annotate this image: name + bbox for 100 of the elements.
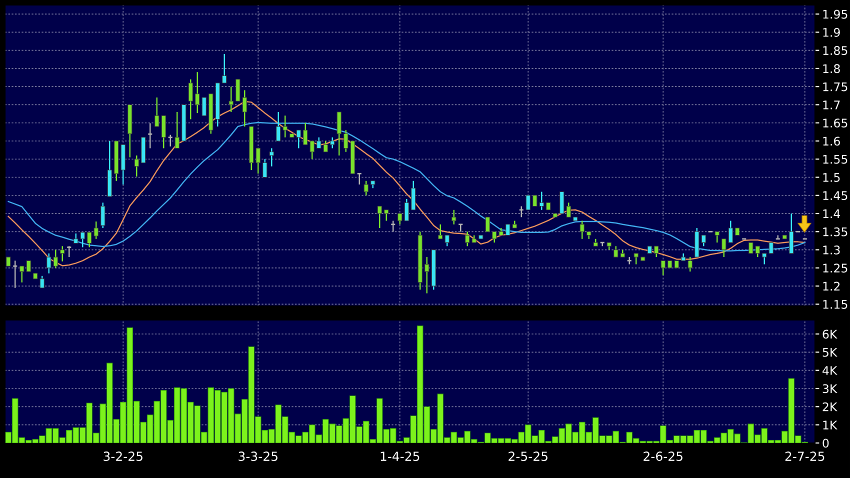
candlestick — [134, 154, 139, 178]
y-tick-label: 6K — [822, 330, 838, 339]
candlestick — [269, 148, 274, 168]
candlestick — [465, 231, 470, 247]
candlestick — [222, 53, 227, 84]
candlestick — [722, 238, 726, 258]
candlestick — [262, 158, 268, 178]
candlestick — [330, 136, 335, 149]
candlestick — [518, 206, 524, 218]
candlestick — [526, 194, 530, 211]
candlestick — [714, 231, 720, 244]
candlestick — [580, 220, 584, 240]
x-tick-label: 1-4-25 — [380, 452, 420, 462]
candlestick — [688, 256, 692, 272]
y-tick-label: 1.55 — [823, 155, 848, 164]
candlestick — [256, 148, 260, 174]
candlestick — [6, 256, 11, 267]
y-tick-label: 2K — [822, 402, 838, 412]
y-tick-label: 1K — [823, 420, 838, 430]
candlestick — [195, 71, 200, 114]
candlestick — [147, 122, 153, 149]
candlestick — [20, 265, 24, 284]
x-tick-label: 2-5-25 — [508, 452, 548, 462]
y-tick-label: 1.95 — [823, 10, 848, 19]
x-tick-label: 2-7-25 — [785, 452, 824, 462]
candlestick — [168, 134, 174, 148]
candlestick — [626, 256, 632, 265]
y-tick-label: 1.4 — [823, 209, 840, 218]
candlestick — [762, 252, 767, 265]
y-tick-label: 1.5 — [823, 173, 840, 182]
candlestick — [94, 220, 98, 240]
candlestick — [398, 212, 402, 226]
y-tick-label: 3K — [822, 384, 838, 394]
candlestick — [26, 260, 31, 272]
y-tick-label: 1.65 — [823, 118, 848, 128]
candlestick — [566, 202, 571, 218]
y-tick-label: 1.35 — [823, 227, 848, 236]
candlestick — [654, 246, 659, 258]
candlestick — [282, 114, 288, 138]
candlestick — [768, 242, 774, 254]
candlestick — [336, 111, 342, 156]
candlestick — [161, 114, 166, 149]
candlestick — [87, 232, 92, 248]
candlestick — [100, 202, 106, 229]
candlestick — [276, 111, 281, 142]
candlestick — [74, 232, 78, 244]
candlestick — [40, 275, 44, 288]
x-tick-label: 3-2-25 — [104, 452, 142, 462]
candlestick — [424, 256, 430, 294]
x-tick-label: 2-6-25 — [644, 452, 682, 462]
candlestick — [310, 140, 314, 160]
y-tick-label: 0 — [822, 438, 829, 448]
candlestick — [532, 194, 538, 207]
candlestick — [411, 180, 416, 211]
candlestick — [316, 136, 322, 149]
y-tick-label: 1.45 — [823, 191, 848, 200]
candlestick — [755, 246, 760, 258]
candlestick — [202, 96, 206, 116]
candlestick — [789, 212, 794, 254]
candlestick — [242, 90, 247, 128]
y-tick-label: 1.25 — [823, 264, 848, 273]
candlestick — [506, 224, 510, 236]
candlestick — [377, 206, 382, 229]
candlestick — [12, 260, 18, 288]
candlestick — [296, 129, 301, 149]
candlestick — [485, 216, 490, 232]
candlestick — [60, 246, 65, 262]
candlestick — [356, 172, 362, 186]
candlestick — [80, 232, 85, 248]
candlestick — [701, 234, 706, 247]
y-tick-label: 1.7 — [823, 100, 840, 110]
candlestick — [539, 191, 544, 211]
y-tick-label: 1.9 — [823, 28, 840, 37]
candlestick — [174, 111, 180, 149]
y-tick-label: 1.75 — [823, 82, 848, 92]
candlestick — [66, 246, 72, 258]
candlestick — [748, 242, 754, 254]
candlestick — [364, 180, 368, 196]
candlestick — [303, 122, 308, 146]
candlestick — [560, 191, 564, 214]
y-tick-label: 1.2 — [823, 282, 840, 291]
candlestick — [384, 209, 389, 222]
candlestick — [344, 129, 348, 152]
candlestick — [236, 78, 240, 102]
candlestick — [188, 78, 193, 120]
candlestick — [660, 260, 666, 276]
candlestick — [323, 140, 328, 152]
candlestick — [728, 220, 733, 244]
y-tick-label: 5K — [822, 348, 838, 357]
y-tick-label: 1.15 — [823, 300, 848, 309]
candlestick — [154, 96, 160, 128]
y-tick-label: 1.85 — [823, 46, 848, 55]
candlestick — [458, 224, 464, 232]
candlestick — [444, 234, 450, 247]
candlestick — [228, 86, 234, 113]
y-tick-label: 1.3 — [823, 246, 840, 254]
x-tick-label: 3-3-25 — [238, 452, 278, 462]
y-tick-label: 1.6 — [823, 136, 840, 146]
y-tick-label: 4K — [822, 366, 838, 375]
y-tick-label: 1.8 — [823, 64, 840, 74]
